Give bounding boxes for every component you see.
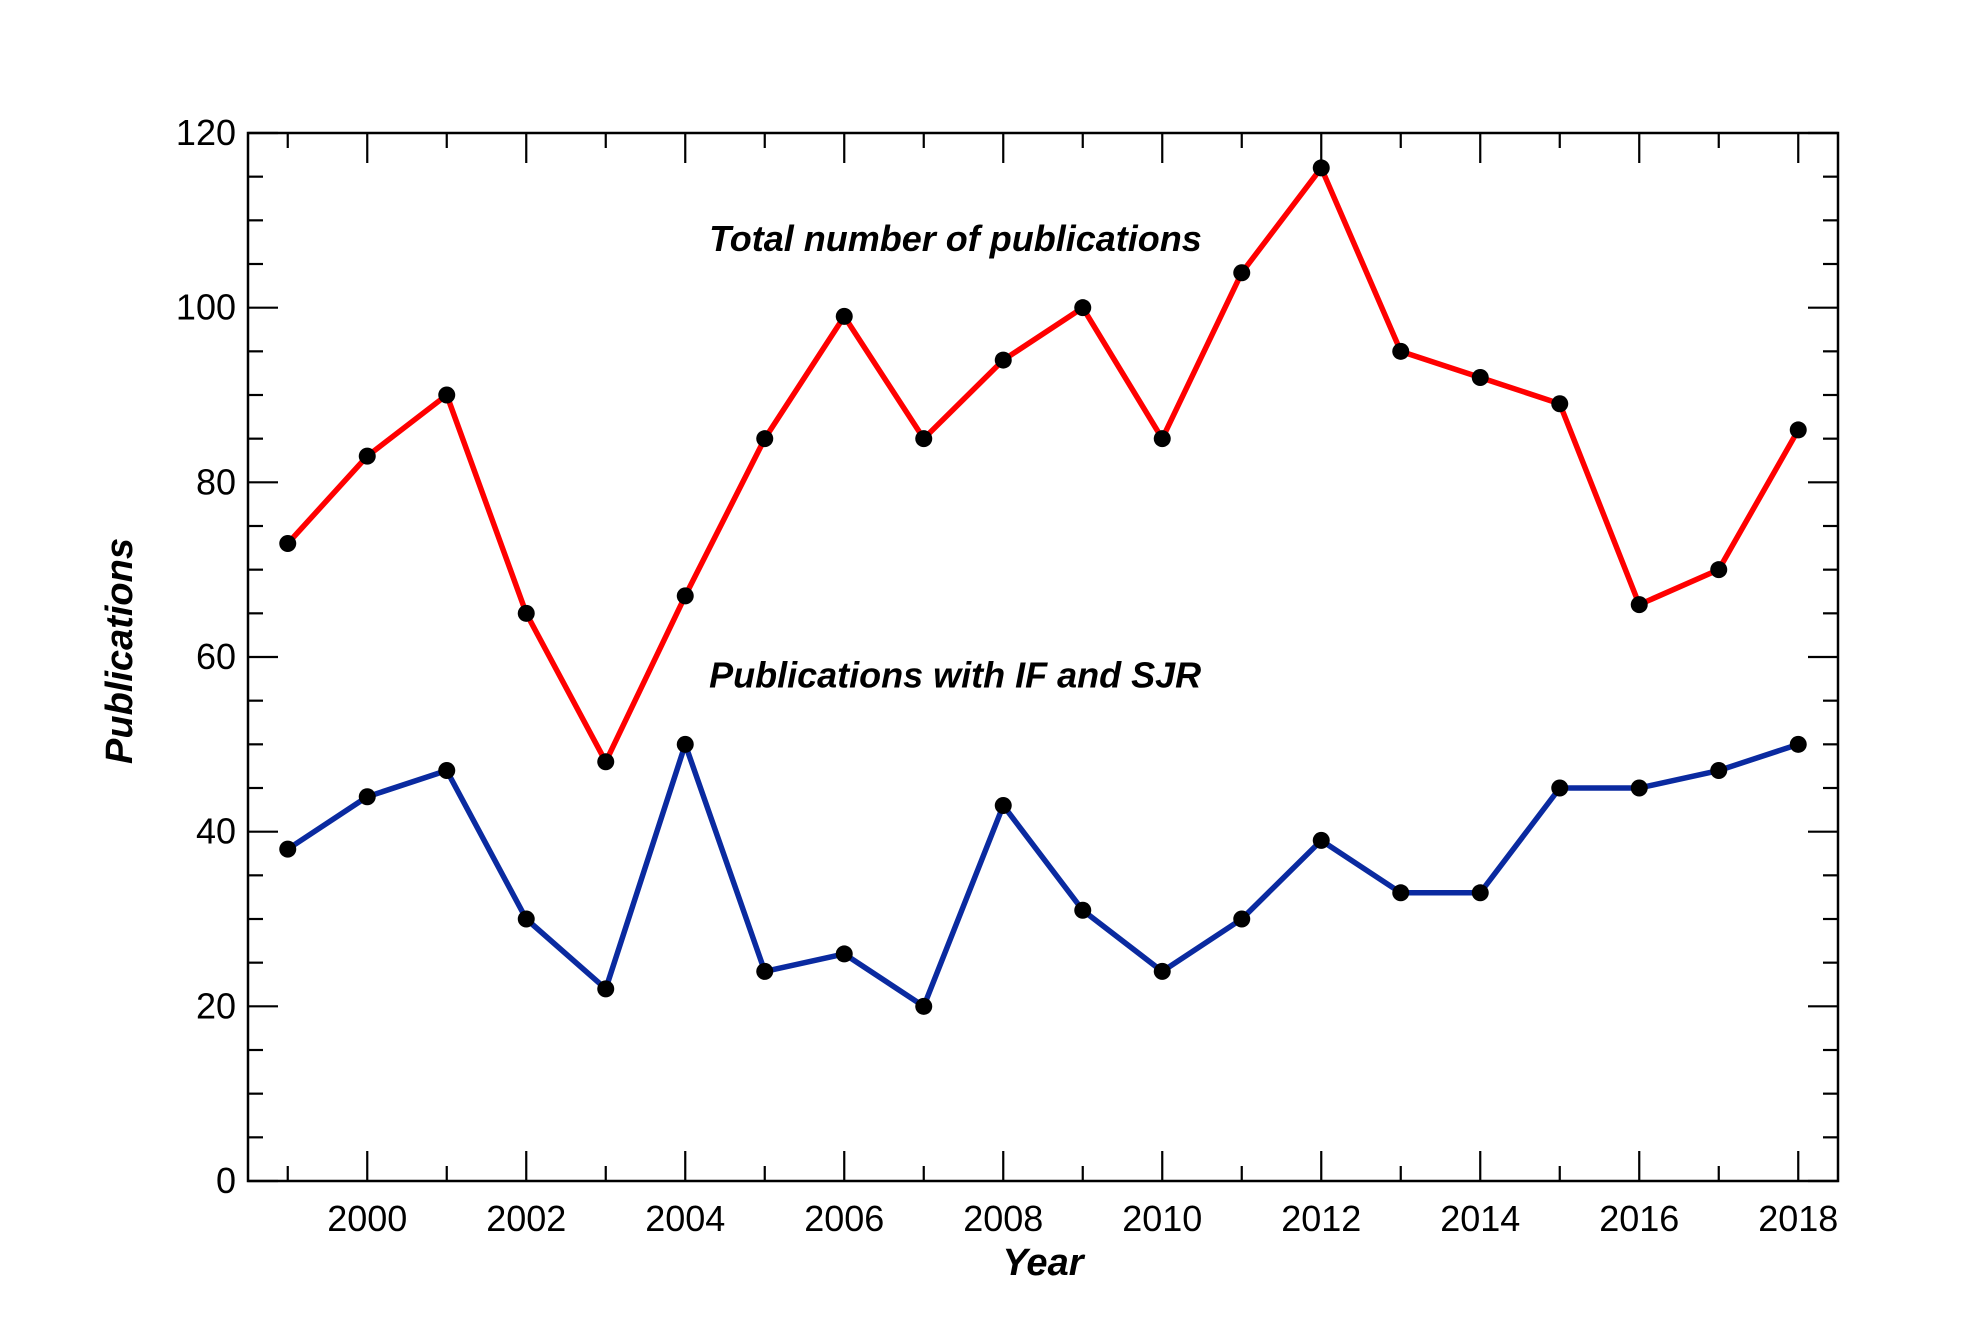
x-tick-label: 2008 (963, 1198, 1043, 1239)
series-1-point (835, 945, 853, 963)
series-1-point (1630, 779, 1648, 797)
series-0-point (1551, 395, 1569, 413)
series-0-point (1789, 421, 1807, 439)
x-tick-label: 2006 (804, 1198, 884, 1239)
series-0-point (1710, 561, 1728, 579)
y-tick-label: 40 (196, 811, 236, 852)
series-0-point (517, 604, 535, 622)
x-tick-label: 2004 (645, 1198, 725, 1239)
series-0-point (597, 753, 615, 771)
series-0-point (438, 386, 456, 404)
series-1-point (1074, 901, 1092, 919)
series-0-point (835, 307, 853, 325)
series-1-point (1233, 910, 1251, 928)
series-1-point (1471, 884, 1489, 902)
x-tick-label: 2012 (1281, 1198, 1361, 1239)
x-tick-label: 2018 (1758, 1198, 1838, 1239)
series-1-point (358, 788, 376, 806)
series-0-point (915, 430, 933, 448)
y-tick-label: 100 (176, 287, 236, 328)
series-0-point (1153, 430, 1171, 448)
series-1-point (1392, 884, 1410, 902)
x-tick-label: 2000 (327, 1198, 407, 1239)
plot-frame (246, 131, 1840, 1183)
series-1-point (994, 796, 1012, 814)
series-0-point (279, 534, 297, 552)
series-1-point (438, 762, 456, 780)
series-1-point (279, 840, 297, 858)
y-tick-label: 120 (176, 112, 236, 153)
series-1-point (597, 980, 615, 998)
series-0-point (994, 351, 1012, 369)
series-1-point (517, 910, 535, 928)
series-1-point (1312, 831, 1330, 849)
series-0-point (1392, 342, 1410, 360)
series-layer (279, 159, 1807, 1015)
x-tick-label: 2014 (1440, 1198, 1520, 1239)
series-line-0 (285, 165, 1801, 765)
series-0-point (1233, 264, 1251, 282)
y-tick-label: 80 (196, 461, 236, 502)
series-0-point (1312, 159, 1330, 177)
x-tick-label: 2002 (486, 1198, 566, 1239)
ticks-layer (248, 131, 1838, 1183)
series-0-point (1074, 299, 1092, 317)
series-0-point (358, 447, 376, 465)
series-1-point (915, 997, 933, 1015)
series-line-1 (286, 741, 1800, 1010)
x-tick-label: 2016 (1599, 1198, 1679, 1239)
y-tick-label: 20 (196, 985, 236, 1026)
series-1-point (756, 962, 774, 980)
series-1-point (1153, 962, 1171, 980)
series-1-point (1551, 779, 1569, 797)
series-1-point (676, 735, 694, 753)
series-0-point (1471, 369, 1489, 387)
x-tick-label: 2010 (1122, 1198, 1202, 1239)
series-1-point (1789, 735, 1807, 753)
x-axis-title: Year (1003, 1242, 1086, 1284)
annotation-if-sjr: Publications with IF and SJR (709, 655, 1201, 696)
y-tick-label: 60 (196, 636, 236, 677)
series-0-point (676, 587, 694, 605)
series-0-point (1630, 596, 1648, 614)
y-tick-label: 0 (216, 1160, 236, 1201)
series-0-point (756, 430, 774, 448)
y-axis-title: Publications (99, 538, 141, 764)
series-1-point (1710, 762, 1728, 780)
labels-layer: 0 20 40 60 80 100 120 2000 2002 2004 2006 2008 2010 2… (176, 112, 1838, 1239)
annotation-total: Total number of publications (709, 218, 1202, 259)
